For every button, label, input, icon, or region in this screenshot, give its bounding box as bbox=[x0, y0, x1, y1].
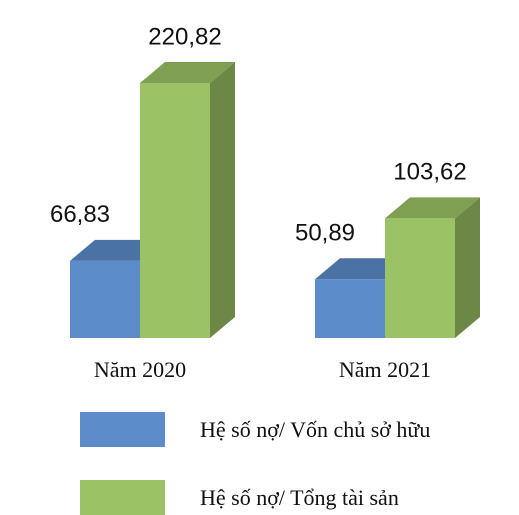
legend-swatch bbox=[80, 480, 165, 515]
bar-front bbox=[385, 218, 455, 338]
bar-front bbox=[315, 279, 385, 338]
bar bbox=[385, 197, 480, 338]
bar bbox=[140, 62, 235, 338]
x-tick-label: Năm 2021 bbox=[339, 357, 431, 382]
bar-side bbox=[210, 62, 235, 338]
x-tick-label: Năm 2020 bbox=[94, 357, 186, 382]
data-label: 220,82 bbox=[148, 23, 221, 50]
bar-top bbox=[140, 62, 235, 83]
legend-label: Hệ số nợ/ Tổng tài sản bbox=[200, 485, 399, 510]
data-label: 66,83 bbox=[50, 201, 110, 228]
data-label: 50,89 bbox=[295, 220, 355, 247]
legend-label: Hệ số nợ/ Vốn chủ sở hữu bbox=[200, 417, 430, 442]
bar-side bbox=[455, 197, 480, 338]
bar-top bbox=[385, 197, 480, 219]
bar-front bbox=[140, 83, 210, 338]
bar-front bbox=[70, 260, 140, 338]
legend-swatch bbox=[80, 412, 165, 447]
data-label: 103,62 bbox=[393, 159, 466, 186]
